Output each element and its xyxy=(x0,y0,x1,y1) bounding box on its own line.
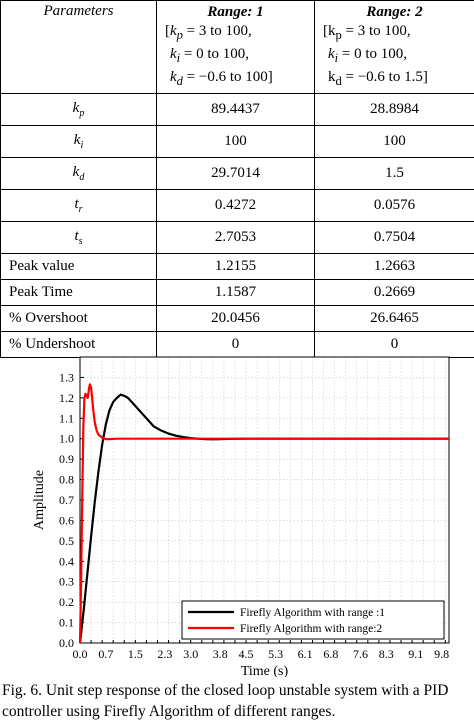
range-1-line-ki: ki = 0 to 100, xyxy=(170,46,250,65)
table-row: kd 29.7014 1.5 xyxy=(0,157,474,190)
y-tick-label: 1.2 xyxy=(59,391,74,405)
table-row: ki 100 100 xyxy=(0,125,474,158)
row-symbol: ki xyxy=(0,125,157,158)
table-row: Peak Time 1.1587 0.2669 xyxy=(0,279,474,306)
x-tick-label: 1.5 xyxy=(128,647,143,661)
range-1-value: 2.7053 xyxy=(156,221,315,254)
caption-line-1: Fig. 6. Unit step response of the closed… xyxy=(2,682,449,699)
range-2-line-kd: kd = −0.6 to 1.5] xyxy=(328,69,428,88)
range-2-line-kp: [kp = 3 to 100, xyxy=(323,23,411,42)
y-tick-label: 0.4 xyxy=(59,554,74,568)
legend-label-1: Firefly Algorithm with range :1 xyxy=(240,607,385,619)
table-row: Peak value 1.2155 1.2663 xyxy=(0,253,474,280)
y-axis-label: Amplitude xyxy=(32,470,47,530)
range-1-value: 0 xyxy=(156,331,315,358)
range-1-title: Range: 1 xyxy=(207,4,264,20)
range-2-value: 1.5 xyxy=(314,157,474,190)
range-1-value: 100 xyxy=(156,125,315,158)
x-tick-label: 0.0 xyxy=(73,647,88,661)
range-2-value: 0.7504 xyxy=(314,221,474,254)
table-body: kp 89.4437 28.8984 ki 100 100 kd 29.7014 1.5 tr 0.… xyxy=(0,93,474,358)
legend-box xyxy=(181,600,445,640)
range-2-line-ki: ki = 0 to 100, xyxy=(328,46,408,65)
range-1-line-kp: [kp = 3 to 100, xyxy=(165,23,252,42)
y-tick-label: 1.0 xyxy=(59,432,74,446)
x-tick-label: 8.3 xyxy=(379,647,394,661)
range-2-value: 100 xyxy=(314,125,474,158)
legend-label-2: Firefly Algorithm with range:2 xyxy=(240,623,382,635)
parameters-table: Parameters Range: 1 [kp = 3 to 100, ki =… xyxy=(0,0,474,358)
range-2-value: 1.2663 xyxy=(314,253,474,280)
table-row: kp 89.4437 28.8984 xyxy=(0,93,474,126)
x-tick-label: 3.0 xyxy=(183,647,198,661)
step-response-chart: 0.0 0.1 0.2 0.3 0.4 0.5 0.6 0.7 0.8 0.9 1.0 1.1 1.2 1… xyxy=(32,356,450,677)
range-2-value: 0.0576 xyxy=(314,189,474,222)
x-tick-label: 9.8 xyxy=(434,647,449,661)
plot-area xyxy=(80,357,449,643)
x-tick-label: 0.7 xyxy=(98,647,113,661)
y-tick-label: 0.8 xyxy=(59,473,74,487)
header-range-1: Range: 1 [kp = 3 to 100, ki = 0 to 100, … xyxy=(156,0,315,94)
y-tick-label: 0.6 xyxy=(59,513,74,527)
x-tick-label: 4.5 xyxy=(239,647,254,661)
row-symbol: ts xyxy=(0,221,157,254)
x-axis-label: Time (s) xyxy=(241,664,289,677)
y-tick-label: 1.1 xyxy=(59,411,74,425)
series-line-2 xyxy=(78,383,449,644)
y-tick-label: 0.7 xyxy=(59,493,74,507)
row-label: Peak Time xyxy=(0,279,157,306)
range-2-value: 28.8984 xyxy=(314,93,474,126)
y-tick-label: 0.1 xyxy=(59,616,74,630)
x-tick-label: 2.3 xyxy=(157,647,172,661)
x-tick-label: 9.1 xyxy=(408,647,423,661)
table-row: tr 0.4272 0.0576 xyxy=(0,189,474,222)
y-tick-label: 0.2 xyxy=(59,595,74,609)
figure-caption: Fig. 6. Unit step response of the closed… xyxy=(2,680,474,722)
row-label: % Overshoot xyxy=(0,305,157,332)
row-label: Peak value xyxy=(0,253,157,280)
x-tick-label: 7.6 xyxy=(353,647,368,661)
range-2-value: 26.6465 xyxy=(314,305,474,332)
range-1-value: 1.1587 xyxy=(156,279,315,306)
x-tick-label: 3.8 xyxy=(213,647,228,661)
range-2-title: Range: 2 xyxy=(366,4,423,20)
caption-line-2: controller using Firefly Algorithm of di… xyxy=(2,703,336,720)
header-range-2: Range: 2 [kp = 3 to 100, ki = 0 to 100, … xyxy=(314,0,474,94)
x-tick-label: 5.3 xyxy=(268,647,283,661)
range-1-value: 0.4272 xyxy=(156,189,315,222)
x-tick-label: 6.1 xyxy=(298,647,313,661)
range-1-value: 89.4437 xyxy=(156,93,315,126)
range-2-value: 0.2669 xyxy=(314,279,474,306)
row-symbol: tr xyxy=(0,189,157,222)
row-symbol: kp xyxy=(0,93,157,126)
table-header-row: Parameters Range: 1 [kp = 3 to 100, ki =… xyxy=(0,0,474,94)
y-tick-label: 0.5 xyxy=(59,534,74,548)
y-tick-label: 0.0 xyxy=(59,636,74,650)
row-symbol: kd xyxy=(0,157,157,190)
y-tick-label: 0.9 xyxy=(59,452,74,466)
range-1-value: 1.2155 xyxy=(156,253,315,280)
table-row: ts 2.7053 0.7504 xyxy=(0,221,474,254)
x-tick-label: 6.8 xyxy=(323,647,338,661)
range-1-line-kd: kd = −0.6 to 100] xyxy=(170,69,273,88)
y-tick-label: 1.3 xyxy=(59,370,74,384)
range-1-value: 20.0456 xyxy=(156,305,315,332)
y-tick-label: 0.3 xyxy=(59,575,74,589)
row-label: % Undershoot xyxy=(0,331,157,358)
table-row: % Overshoot 20.0456 26.6465 xyxy=(0,305,474,332)
table-row: % Undershoot 0 0 xyxy=(0,331,474,358)
range-1-value: 29.7014 xyxy=(156,157,315,190)
header-parameters: Parameters xyxy=(0,0,157,94)
